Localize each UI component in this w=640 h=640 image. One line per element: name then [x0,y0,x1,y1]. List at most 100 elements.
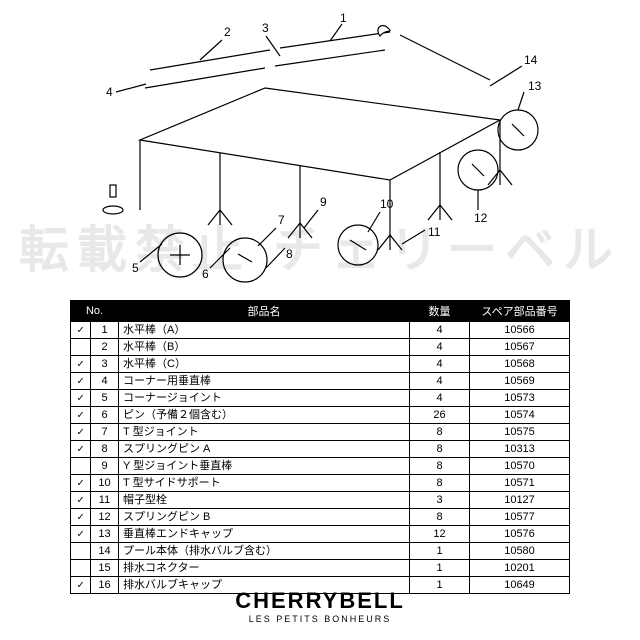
name-cell: 水平棒（B） [119,339,410,356]
spare-cell: 10566 [470,322,570,339]
no-cell: 6 [91,407,119,424]
callout-3: 3 [262,21,269,35]
spare-cell: 10576 [470,526,570,543]
brand-block: CHERRYBELL LES PETITS BONHEURS [0,588,640,624]
qty-cell: 4 [410,390,470,407]
brand-main: CHERRYBELL [0,588,640,614]
parts-table-container: No. 部品名 数量 スペア部品番号 ✓1水平棒（A）4105662水平棒（B）… [70,300,570,594]
spare-cell: 10577 [470,509,570,526]
table-row: ✓10T 型サイドサポート810571 [71,475,570,492]
header-no: No. [71,301,119,322]
callout-5: 5 [132,261,139,275]
check-cell: ✓ [71,441,91,458]
name-cell: Y 型ジョイント垂直棒 [119,458,410,475]
no-cell: 3 [91,356,119,373]
callout-1: 1 [340,11,347,25]
name-cell: ピン（予備２個含む） [119,407,410,424]
check-cell: ✓ [71,390,91,407]
table-row: 14プール本体（排水バルブ含む）110580 [71,543,570,560]
callout-12: 12 [474,211,488,225]
name-cell: 帽子型栓 [119,492,410,509]
name-cell: 垂直棒エンドキャップ [119,526,410,543]
spare-cell: 10568 [470,356,570,373]
callout-13: 13 [528,79,542,93]
check-cell [71,458,91,475]
callout-14: 14 [524,53,538,67]
name-cell: 排水コネクター [119,560,410,577]
name-cell: コーナー用垂直棒 [119,373,410,390]
spare-cell: 10574 [470,407,570,424]
qty-cell: 12 [410,526,470,543]
no-cell: 5 [91,390,119,407]
check-cell: ✓ [71,373,91,390]
name-cell: 水平棒（C） [119,356,410,373]
qty-cell: 8 [410,475,470,492]
no-cell: 9 [91,458,119,475]
table-row: ✓1水平棒（A）410566 [71,322,570,339]
parts-table: No. 部品名 数量 スペア部品番号 ✓1水平棒（A）4105662水平棒（B）… [70,300,570,594]
check-cell [71,339,91,356]
no-cell: 2 [91,339,119,356]
qty-cell: 3 [410,492,470,509]
table-row: ✓7T 型ジョイント810575 [71,424,570,441]
callout-10: 10 [380,197,394,211]
name-cell: プール本体（排水バルブ含む） [119,543,410,560]
callout-9: 9 [320,195,327,209]
no-cell: 13 [91,526,119,543]
assembly-diagram: 1 2 3 4 5 6 7 8 9 10 11 12 13 14 [80,10,560,290]
qty-cell: 4 [410,373,470,390]
header-name: 部品名 [119,301,410,322]
no-cell: 14 [91,543,119,560]
table-row: 15排水コネクター110201 [71,560,570,577]
no-cell: 10 [91,475,119,492]
name-cell: T 型ジョイント [119,424,410,441]
callout-8: 8 [286,247,293,261]
callout-4: 4 [106,85,113,99]
table-row: ✓11帽子型栓310127 [71,492,570,509]
no-cell: 1 [91,322,119,339]
check-cell: ✓ [71,509,91,526]
name-cell: コーナージョイント [119,390,410,407]
name-cell: スプリングピン B [119,509,410,526]
spare-cell: 10313 [470,441,570,458]
qty-cell: 8 [410,509,470,526]
no-cell: 7 [91,424,119,441]
brand-sub: LES PETITS BONHEURS [0,614,640,624]
callout-7: 7 [278,213,285,227]
no-cell: 12 [91,509,119,526]
header-qty: 数量 [410,301,470,322]
callout-2: 2 [224,25,231,39]
name-cell: 水平棒（A） [119,322,410,339]
check-cell: ✓ [71,475,91,492]
check-cell: ✓ [71,492,91,509]
check-cell [71,560,91,577]
check-cell: ✓ [71,356,91,373]
table-row: ✓13垂直棒エンドキャップ1210576 [71,526,570,543]
qty-cell: 4 [410,339,470,356]
table-row: 9Y 型ジョイント垂直棒810570 [71,458,570,475]
table-row: ✓12スプリングピン B810577 [71,509,570,526]
spare-cell: 10569 [470,373,570,390]
callout-6: 6 [202,267,209,281]
spare-cell: 10201 [470,560,570,577]
no-cell: 11 [91,492,119,509]
name-cell: T 型サイドサポート [119,475,410,492]
spare-cell: 10570 [470,458,570,475]
qty-cell: 1 [410,543,470,560]
header-spare: スペア部品番号 [470,301,570,322]
check-cell [71,543,91,560]
qty-cell: 8 [410,441,470,458]
check-cell: ✓ [71,526,91,543]
callout-11: 11 [428,225,441,239]
spare-cell: 10127 [470,492,570,509]
spare-cell: 10575 [470,424,570,441]
table-row: ✓6ピン（予備２個含む）2610574 [71,407,570,424]
no-cell: 8 [91,441,119,458]
qty-cell: 26 [410,407,470,424]
qty-cell: 8 [410,458,470,475]
spare-cell: 10580 [470,543,570,560]
check-cell: ✓ [71,322,91,339]
table-row: ✓4コーナー用垂直棒410569 [71,373,570,390]
no-cell: 4 [91,373,119,390]
no-cell: 15 [91,560,119,577]
